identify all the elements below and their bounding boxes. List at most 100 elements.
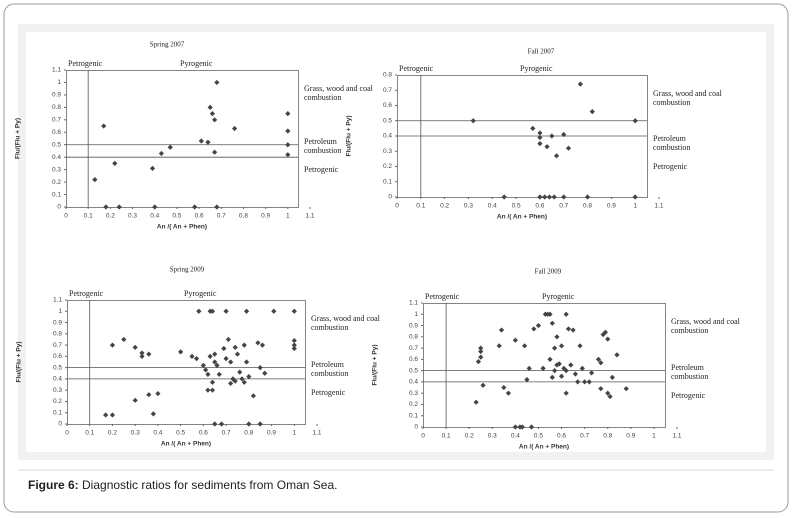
point bbox=[207, 353, 213, 359]
point bbox=[632, 118, 638, 124]
annotation-box: Petroleum combustion bbox=[671, 363, 708, 381]
y-tick-label: 0.5 bbox=[383, 117, 392, 124]
point bbox=[291, 337, 297, 344]
y-tick-label: 0.7 bbox=[52, 117, 61, 124]
x-tick-label: 0.8 bbox=[583, 203, 592, 210]
x-tick-label: 1 bbox=[633, 203, 637, 210]
point bbox=[250, 393, 256, 399]
x-tick-label: 0.7 bbox=[559, 203, 568, 210]
annotation: Pyrogenic bbox=[520, 64, 553, 73]
point bbox=[588, 370, 595, 376]
point bbox=[92, 177, 98, 183]
point bbox=[598, 360, 604, 366]
x-tick-label: 1 bbox=[292, 430, 296, 437]
point bbox=[549, 374, 555, 380]
y-tick-label: 0.3 bbox=[409, 390, 418, 397]
x-tick-label: 0.5 bbox=[172, 213, 181, 220]
x-tick-label: 0.8 bbox=[239, 213, 248, 220]
point bbox=[230, 376, 236, 382]
point bbox=[505, 390, 512, 396]
y-tick-label: 0.4 bbox=[52, 154, 61, 161]
point bbox=[146, 351, 152, 357]
y-tick-label: 0.9 bbox=[409, 322, 418, 329]
point bbox=[498, 327, 505, 333]
point bbox=[558, 373, 565, 379]
point bbox=[223, 356, 229, 362]
point bbox=[189, 353, 195, 359]
y-tick-label: 0.2 bbox=[52, 179, 61, 186]
x-tick-label: 0.1 bbox=[84, 213, 93, 220]
point bbox=[243, 359, 250, 365]
y-tick-label: 0.8 bbox=[383, 72, 392, 79]
point bbox=[257, 421, 263, 427]
y-tick-label: 0.8 bbox=[409, 334, 418, 341]
point bbox=[522, 343, 528, 349]
point bbox=[237, 369, 243, 375]
annotation: Pyrogenic bbox=[184, 289, 217, 298]
point bbox=[572, 371, 578, 377]
y-axis-label: Flu/(Flu + Py) bbox=[372, 345, 379, 386]
x-tick-label: 1.1 bbox=[305, 213, 314, 220]
point bbox=[478, 345, 484, 351]
plot-frame bbox=[66, 70, 299, 208]
y-tick-label: 0.2 bbox=[53, 398, 62, 405]
x-tick-label: 0.3 bbox=[128, 213, 137, 220]
point bbox=[205, 139, 211, 145]
point bbox=[146, 392, 152, 398]
x-tick-label: 0.8 bbox=[244, 430, 253, 437]
annotation: Petroleum combustion bbox=[311, 360, 349, 378]
x-tick-label: 0.2 bbox=[106, 213, 115, 220]
y-tick-label: 0.6 bbox=[53, 353, 62, 360]
point bbox=[212, 421, 218, 427]
point bbox=[605, 390, 611, 396]
x-tick-label: 0.2 bbox=[108, 430, 117, 437]
point bbox=[291, 345, 297, 352]
point bbox=[554, 334, 560, 340]
point bbox=[285, 152, 291, 158]
x-tick-label: 0.5 bbox=[534, 433, 543, 440]
y-tick-label: 0 bbox=[57, 204, 61, 211]
x-tick-label: 0.2 bbox=[465, 433, 474, 440]
x-tick-label: 0.9 bbox=[607, 203, 616, 210]
x-tick-label: 0.5 bbox=[512, 203, 521, 210]
point bbox=[285, 128, 291, 134]
point bbox=[570, 327, 576, 333]
point bbox=[214, 204, 220, 210]
x-tick-label: 0.3 bbox=[464, 203, 473, 210]
point bbox=[109, 412, 116, 418]
y-tick-label: 0.1 bbox=[409, 412, 418, 419]
annotation: Petrogenic bbox=[311, 388, 346, 397]
point bbox=[605, 336, 611, 342]
annotation: Pyrogenic bbox=[180, 59, 213, 68]
point bbox=[221, 345, 227, 352]
y-tick-label: 1 bbox=[414, 311, 418, 318]
point bbox=[501, 194, 507, 200]
point bbox=[246, 421, 252, 427]
y-tick-label: 1 bbox=[58, 308, 62, 315]
point bbox=[232, 344, 238, 350]
annotation-box: Petrogenic bbox=[399, 64, 433, 73]
point bbox=[553, 153, 560, 159]
x-axis-label: An /( An + Phen) bbox=[519, 444, 569, 451]
point bbox=[103, 204, 109, 210]
caption-text: Diagnostic ratios for sediments from Oma… bbox=[82, 478, 337, 492]
x-tick-label: 0 bbox=[421, 433, 425, 440]
point bbox=[546, 194, 553, 200]
point bbox=[150, 411, 156, 417]
point bbox=[544, 144, 550, 150]
x-axis-label: An /( An + Phen) bbox=[161, 441, 211, 448]
point bbox=[228, 359, 234, 365]
point bbox=[241, 342, 247, 348]
chart-title: Fall 2009 bbox=[535, 268, 562, 276]
x-tick-label: 0.4 bbox=[511, 433, 520, 440]
annotation-box: Petroleum combustion bbox=[653, 134, 690, 152]
caption: Figure 6: Diagnostic ratios for sediment… bbox=[28, 478, 337, 492]
y-tick-label: 1 bbox=[57, 79, 61, 86]
annotation: Grass, wood and coal combustion bbox=[653, 89, 722, 107]
point bbox=[207, 104, 213, 110]
point bbox=[561, 131, 567, 138]
point bbox=[167, 144, 173, 150]
point bbox=[586, 379, 592, 385]
annotation-box: Petrogenic bbox=[68, 59, 102, 68]
